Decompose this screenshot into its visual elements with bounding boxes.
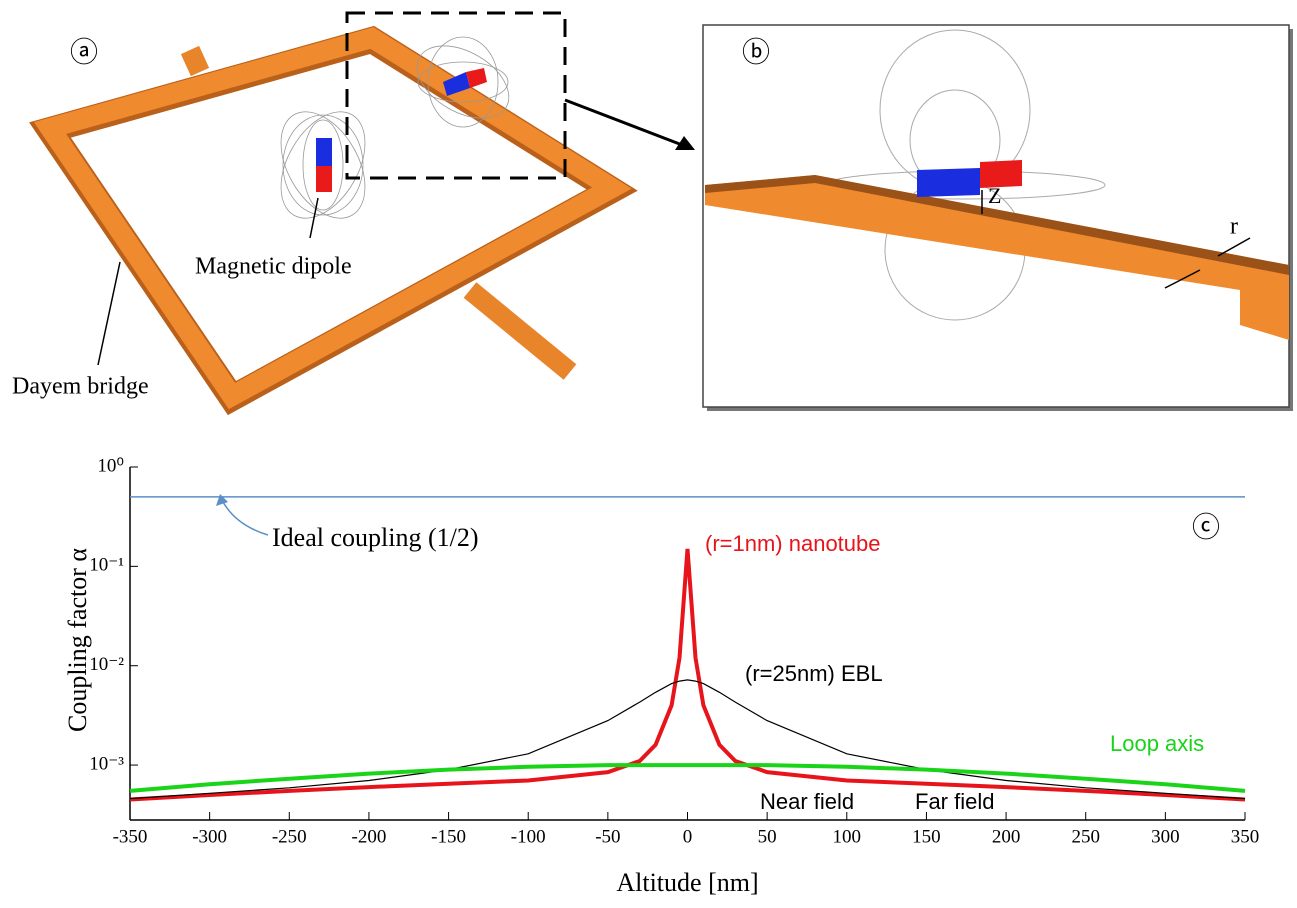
x-tick-label: -350 — [113, 826, 148, 847]
x-tick-label: 350 — [1231, 826, 1260, 847]
x-axis-label: Altitude [nm] — [616, 868, 758, 897]
wire-top — [705, 175, 1289, 275]
panel-label: ⓐ — [70, 36, 98, 68]
y-tick-label: 10⁻³ — [89, 753, 124, 774]
loop — [33, 27, 632, 410]
panel-label: ⓒ — [1192, 511, 1220, 543]
x-tick-label: 200 — [992, 826, 1021, 847]
r-label: r — [1230, 214, 1238, 240]
bridge-label: Dayem bridge — [12, 374, 149, 400]
dipole-south — [980, 160, 1022, 188]
x-tick-label: -300 — [192, 826, 227, 847]
x-tick-label: -50 — [595, 826, 620, 847]
bridge-arm — [180, 45, 577, 380]
series-label: Ideal coupling (1/2) — [272, 523, 479, 552]
arrow-head — [216, 494, 228, 506]
dipole-north — [917, 168, 980, 197]
dipole-south — [316, 166, 332, 192]
series-line — [129, 548, 1246, 802]
zoom-arrow — [564, 98, 691, 150]
panel-label: ⓑ — [742, 36, 770, 68]
x-tick-label: 100 — [833, 826, 862, 847]
annotation-arrow — [221, 499, 269, 536]
field-lines — [280, 36, 510, 219]
dipole-north — [316, 138, 332, 166]
series-label: (r=1nm) nanotube — [705, 531, 881, 556]
x-tick-label: -200 — [352, 826, 387, 847]
zoom-box — [345, 11, 567, 180]
dipole-label: Magnetic dipole — [195, 254, 352, 280]
chart: -350 -300 -250 -200 -150 -100 -50 0 50 100 150 200 2… — [63, 455, 1259, 897]
x-tick-label: 50 — [758, 826, 777, 847]
panel-a: ⓐ Magnetic dipole Dayem bridge — [12, 11, 695, 416]
x-tick-label: -250 — [272, 826, 307, 847]
y-tick-label: 10⁻¹ — [89, 555, 124, 576]
dipole-south — [466, 68, 487, 88]
y-tick-label: 10⁻² — [89, 654, 124, 675]
series-label: (r=25nm) EBL — [745, 661, 883, 686]
y-tick-label: 10⁰ — [97, 455, 124, 476]
x-tick-label: 250 — [1071, 826, 1100, 847]
wire — [705, 175, 1289, 340]
x-tick-label: -150 — [431, 826, 466, 847]
r-arrow — [1217, 237, 1251, 257]
pointer — [309, 197, 319, 239]
dipole-north — [443, 72, 470, 96]
pointer — [97, 261, 121, 366]
x-tick-label: -100 — [511, 826, 546, 847]
r-arrow — [1164, 269, 1201, 289]
x-tick-label: 150 — [912, 826, 941, 847]
x-tick-label: 300 — [1151, 826, 1180, 847]
panel-b: ⓑ Z r — [702, 24, 1293, 411]
annotation: Far field — [915, 789, 994, 814]
y-axis-label: Coupling factor α — [63, 548, 92, 732]
annotation: Near field — [760, 789, 854, 814]
series-line — [129, 679, 1246, 800]
x-tick-label: 0 — [683, 826, 693, 847]
arrow-head — [675, 136, 695, 150]
series-line — [129, 763, 1246, 793]
z-label: Z — [988, 183, 1001, 208]
series-label: Loop axis — [1110, 731, 1204, 756]
